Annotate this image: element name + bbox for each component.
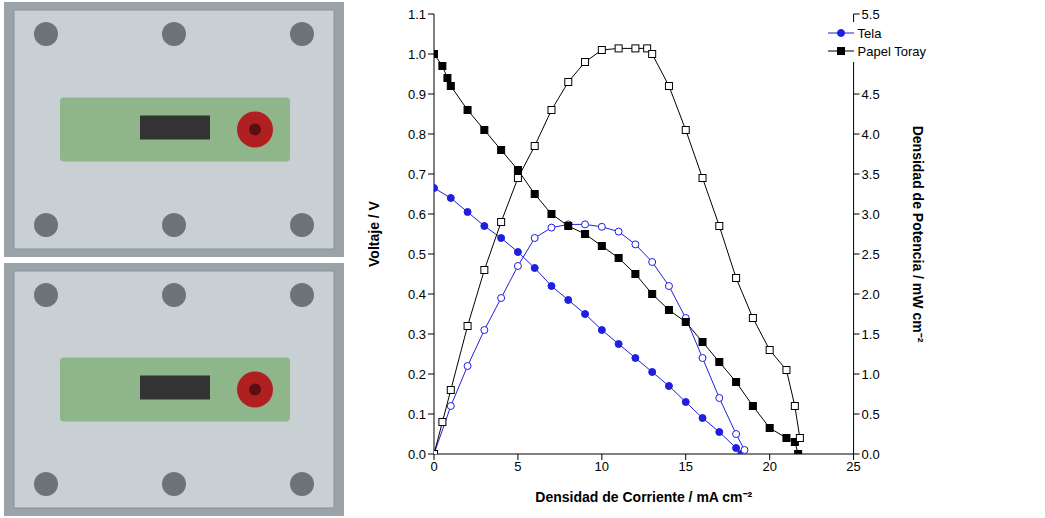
svg-text:0.8: 0.8 [408,127,426,142]
svg-text:0.7: 0.7 [408,167,426,182]
svg-text:0.5: 0.5 [408,247,426,262]
svg-text:1.0: 1.0 [862,367,880,382]
svg-text:Densidad de Corriente / mA cm⁻: Densidad de Corriente / mA cm⁻² [535,489,752,505]
svg-text:3.5: 3.5 [862,167,880,182]
svg-text:0.0: 0.0 [862,447,880,462]
svg-text:0.6: 0.6 [408,207,426,222]
svg-text:2.5: 2.5 [862,247,880,262]
svg-text:4.5: 4.5 [862,87,880,102]
svg-text:15: 15 [679,459,693,474]
svg-text:0.0: 0.0 [408,447,426,462]
svg-text:3.0: 3.0 [862,207,880,222]
svg-text:5: 5 [514,459,521,474]
svg-text:0.4: 0.4 [408,287,426,302]
svg-text:0.3: 0.3 [408,327,426,342]
svg-text:0.1: 0.1 [408,407,426,422]
svg-text:5.0: 5.0 [862,47,880,62]
svg-text:0.9: 0.9 [408,87,426,102]
svg-text:1.1: 1.1 [408,7,426,22]
svg-text:5.5: 5.5 [862,7,880,22]
svg-text:1.5: 1.5 [862,327,880,342]
svg-text:2.0: 2.0 [862,287,880,302]
svg-text:0.5: 0.5 [862,407,880,422]
svg-text:0.2: 0.2 [408,367,426,382]
svg-text:0: 0 [430,459,437,474]
svg-text:1.0: 1.0 [408,47,426,62]
svg-text:Densidad de Potencia / mW cm⁻²: Densidad de Potencia / mW cm⁻² [910,126,926,343]
svg-text:20: 20 [762,459,776,474]
svg-text:25: 25 [846,459,860,474]
svg-text:Voltaje / V: Voltaje / V [366,200,382,267]
svg-text:10: 10 [595,459,609,474]
svg-text:4.0: 4.0 [862,127,880,142]
